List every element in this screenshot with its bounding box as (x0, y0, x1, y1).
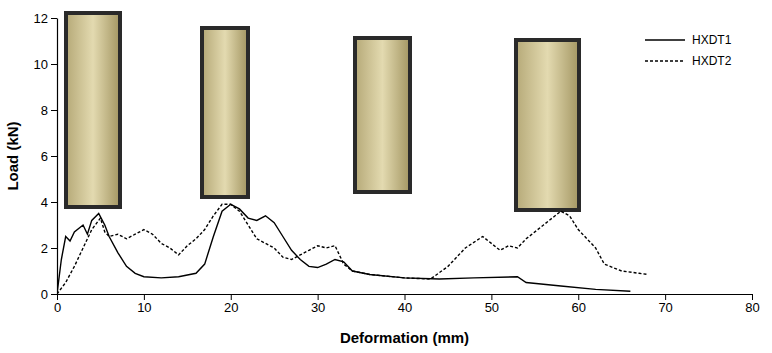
tick-mark (578, 294, 579, 300)
tick-mark (752, 294, 753, 300)
legend-label: HXDT2 (692, 54, 732, 68)
tick-label: 0 (41, 287, 48, 302)
tick-label: 2 (41, 241, 48, 256)
tick-label: 30 (311, 300, 325, 315)
tick-label: 40 (398, 300, 412, 315)
tick-mark (665, 294, 666, 300)
tick-mark (51, 294, 57, 295)
tick: 2 (41, 241, 57, 256)
tick-mark (51, 18, 57, 19)
x-axis-title: Deformation (mm) (340, 329, 469, 346)
photo-placeholder (518, 42, 577, 208)
tick-mark (144, 294, 145, 300)
legend: HXDT1 HXDT2 (645, 33, 732, 68)
photo-frame (200, 26, 250, 199)
series-line (57, 204, 648, 294)
legend-swatch (645, 39, 685, 40)
tick-mark (51, 156, 57, 157)
tick-label: 80 (745, 300, 759, 315)
legend-label: HXDT1 (692, 33, 732, 47)
tick-mark (405, 294, 406, 300)
y-axis: 0 2 4 6 8 10 12 (34, 11, 58, 302)
tick-label: 4 (41, 195, 48, 210)
tick-label: 6 (41, 149, 48, 164)
lines (57, 204, 648, 294)
tick: 40 (398, 294, 412, 315)
tick: 20 (224, 294, 238, 315)
tick: 60 (572, 294, 586, 315)
tick: 70 (658, 294, 672, 315)
tick: 6 (41, 149, 57, 164)
y-axis-title: Load (kN) (4, 121, 21, 190)
tick: 30 (311, 294, 325, 315)
axis-line (57, 19, 58, 295)
tick-label: 12 (34, 11, 48, 26)
tick-mark (51, 248, 57, 249)
legend-swatch (645, 60, 685, 61)
tick: 50 (485, 294, 499, 315)
photo-placeholder (357, 40, 408, 190)
tick: 12 (34, 11, 57, 26)
tick: 0 (54, 294, 61, 315)
tick-mark (51, 110, 57, 111)
tick: 8 (41, 103, 57, 118)
tick-label: 20 (224, 300, 238, 315)
tick-label: 60 (572, 300, 586, 315)
tick: 10 (137, 294, 151, 315)
photo-placeholder (68, 15, 118, 205)
tick: 80 (745, 294, 759, 315)
photo-frame (64, 11, 122, 209)
tick-mark (51, 64, 57, 65)
photos (64, 11, 581, 212)
x-axis: 0 10 20 30 40 50 60 70 80 (54, 294, 760, 315)
tick-label: 70 (658, 300, 672, 315)
tick-mark (231, 294, 232, 300)
tick-label: 10 (34, 57, 48, 72)
photo-frame (514, 38, 581, 212)
tick-mark (318, 294, 319, 300)
tick: 0 (41, 287, 57, 302)
tick: 4 (41, 195, 57, 210)
tick-mark (57, 294, 58, 300)
photo-placeholder (204, 30, 246, 195)
tick-mark (51, 202, 57, 203)
chart: 0 10 20 30 40 50 60 70 80 0 2 4 6 8 10 12 Deformation (m… (0, 0, 772, 353)
tick-label: 0 (54, 300, 61, 315)
photo-frame (353, 36, 412, 194)
tick-label: 8 (41, 103, 48, 118)
series-line (57, 204, 630, 294)
tick: 10 (34, 57, 57, 72)
tick-label: 50 (485, 300, 499, 315)
plot: 0 10 20 30 40 50 60 70 80 0 2 4 6 8 10 12 (34, 11, 760, 316)
tick-label: 10 (137, 300, 151, 315)
tick-mark (491, 294, 492, 300)
